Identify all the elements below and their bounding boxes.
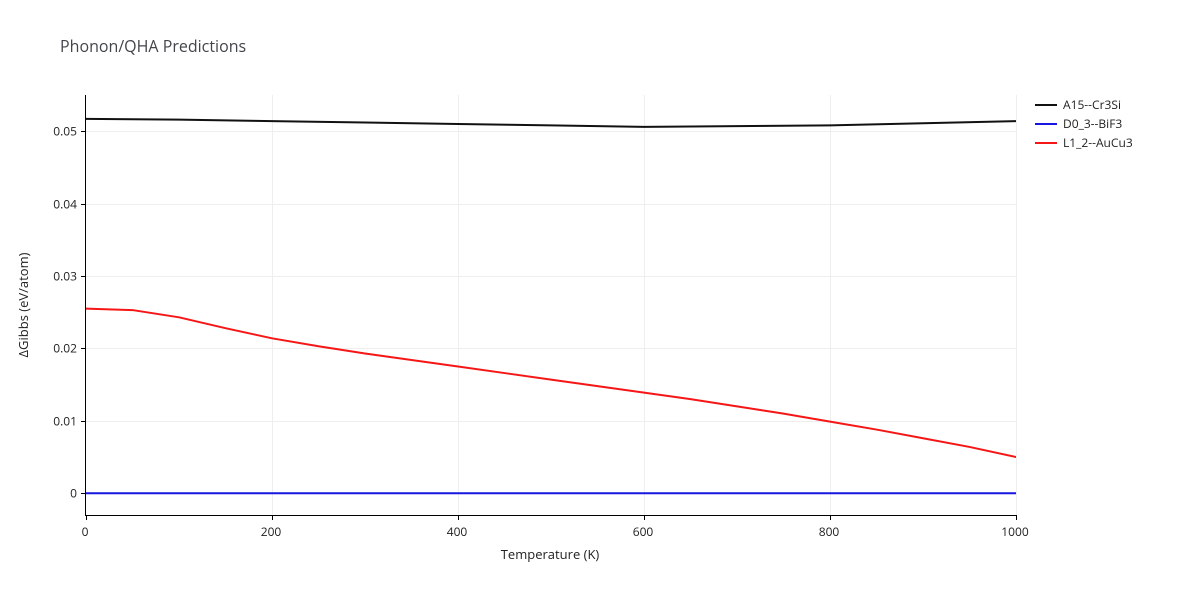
legend-swatch — [1035, 142, 1057, 144]
y-tick — [81, 348, 86, 349]
y-tick-label: 0.01 — [43, 412, 77, 429]
legend-item[interactable]: D0_3--BiF3 — [1035, 115, 1133, 132]
x-tick-label: 400 — [447, 523, 468, 540]
x-tick — [644, 515, 645, 520]
x-tick — [86, 515, 87, 520]
x-tick — [458, 515, 459, 520]
y-tick-label: 0.04 — [43, 195, 77, 212]
x-tick — [1016, 515, 1017, 520]
legend: A15--Cr3Si D0_3--BiF3 L1_2--AuCu3 — [1035, 96, 1133, 153]
y-tick — [81, 421, 86, 422]
y-tick — [81, 204, 86, 205]
x-tick-label: 600 — [633, 523, 654, 540]
legend-swatch — [1035, 104, 1057, 106]
legend-item[interactable]: L1_2--AuCu3 — [1035, 134, 1133, 151]
legend-label: A15--Cr3Si — [1063, 96, 1121, 113]
x-tick-label: 200 — [261, 523, 282, 540]
y-axis-title: ΔGibbs (eV/atom) — [14, 253, 32, 358]
y-tick — [81, 276, 86, 277]
y-tick-label: 0.03 — [43, 268, 77, 285]
legend-label: D0_3--BiF3 — [1063, 115, 1122, 132]
legend-swatch — [1035, 123, 1057, 125]
series-canvas — [86, 95, 1016, 515]
x-tick-label: 0 — [82, 523, 89, 540]
y-tick-label: 0.02 — [43, 340, 77, 357]
x-tick-label: 1000 — [1001, 523, 1028, 540]
plot-area — [85, 95, 1016, 516]
y-tick-label: 0 — [43, 485, 77, 502]
chart-title: Phonon/QHA Predictions — [60, 35, 246, 57]
legend-label: L1_2--AuCu3 — [1063, 134, 1133, 151]
gridline-v — [1016, 95, 1017, 515]
x-tick-label: 800 — [819, 523, 840, 540]
y-tick — [81, 131, 86, 132]
x-axis-title: Temperature (K) — [501, 545, 600, 563]
y-tick — [81, 493, 86, 494]
x-tick — [272, 515, 273, 520]
x-tick — [830, 515, 831, 520]
legend-item[interactable]: A15--Cr3Si — [1035, 96, 1133, 113]
y-tick-label: 0.05 — [43, 123, 77, 140]
